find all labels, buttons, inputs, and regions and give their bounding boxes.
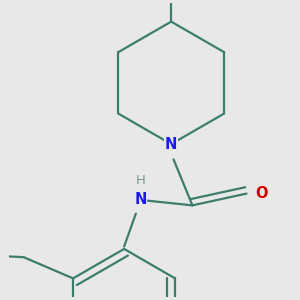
Text: O: O	[255, 186, 267, 201]
Text: H: H	[136, 174, 146, 187]
Text: N: N	[165, 136, 177, 152]
Text: N: N	[134, 192, 147, 207]
